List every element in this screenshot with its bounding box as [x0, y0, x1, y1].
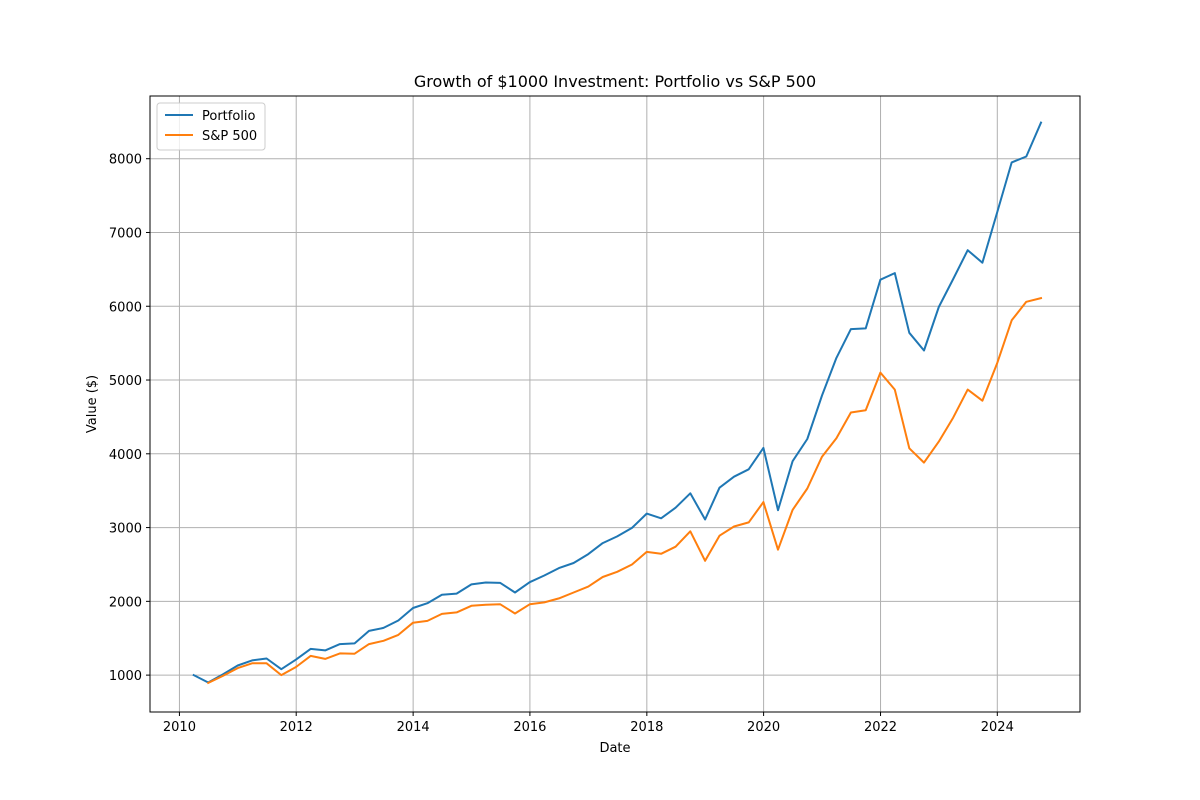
x-tick-label: 2020: [747, 720, 780, 735]
grid: [150, 96, 1080, 712]
plot-frame: [149, 95, 1081, 713]
x-tick-label: 2016: [513, 720, 546, 735]
series-line-sp500: [206, 296, 1043, 685]
series-line-portfolio: [192, 121, 1043, 684]
x-axis-title: Date: [599, 741, 630, 756]
y-tick-label: 3000: [109, 522, 142, 537]
x-axis: 2010 2012 2014 2016 2018 2020 2022 2024: [163, 712, 1014, 735]
x-tick-label: 2010: [163, 720, 196, 735]
y-tick-label: 4000: [109, 448, 142, 463]
y-tick-label: 1000: [109, 669, 142, 684]
x-tick-label: 2012: [280, 720, 313, 735]
legend-label-sp500: S&P 500: [202, 129, 257, 144]
series-layer: [192, 121, 1043, 685]
y-tick-label: 6000: [109, 300, 142, 315]
x-tick-label: 2024: [981, 720, 1014, 735]
x-tick-label: 2022: [864, 720, 897, 735]
legend: Portfolio S&P 500: [156, 102, 266, 151]
y-tick-label: 5000: [109, 374, 142, 389]
y-tick-label: 7000: [109, 226, 142, 241]
chart-title: Growth of $1000 Investment: Portfolio vs…: [414, 72, 816, 91]
x-tick-label: 2018: [630, 720, 663, 735]
y-tick-label: 8000: [109, 153, 142, 168]
y-axis-title: Value ($): [85, 375, 100, 433]
legend-label-portfolio: Portfolio: [202, 109, 256, 124]
y-axis: 1000 2000 3000 4000 5000 6000 7000 8000: [109, 153, 150, 684]
y-tick-label: 2000: [109, 595, 142, 610]
x-tick-label: 2014: [397, 720, 430, 735]
